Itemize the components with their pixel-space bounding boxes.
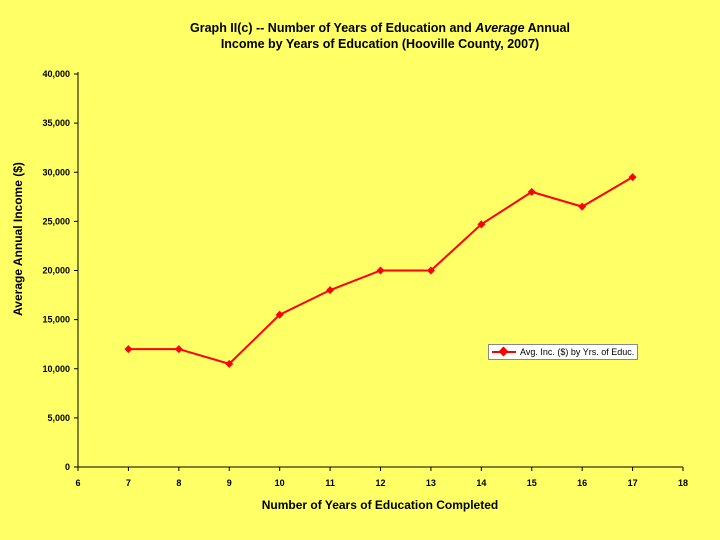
chart-title: Graph II(c) -- Number of Years of Educat… (120, 20, 640, 52)
legend-swatch (492, 347, 516, 357)
legend-label: Avg. Inc. ($) by Yrs. of Educ. (520, 347, 635, 357)
data-point (578, 202, 587, 211)
x-tick-label: 15 (527, 478, 537, 488)
chart-title-part1: Graph II(c) -- Number of Years of Educat… (190, 21, 476, 35)
y-tick-label: 35,000 (42, 118, 70, 128)
chart-title-part2: Annual (524, 21, 570, 35)
x-tick-label: 8 (176, 478, 181, 488)
y-tick-label: 0 (65, 462, 70, 472)
data-point (376, 266, 385, 275)
x-tick-label: 18 (678, 478, 688, 488)
data-point (275, 310, 284, 319)
data-point (477, 220, 486, 229)
y-tick-label: 10,000 (42, 364, 70, 374)
x-tick-label: 7 (126, 478, 131, 488)
x-tick-label: 16 (577, 478, 587, 488)
x-axis-label: Number of Years of Education Completed (261, 498, 499, 512)
y-tick-label: 40,000 (42, 69, 70, 79)
x-tick-label: 9 (227, 478, 232, 488)
data-point (426, 266, 435, 275)
x-tick-label: 10 (275, 478, 285, 488)
y-axis-label: Average Annual Income ($) (11, 162, 25, 316)
x-tick-label: 6 (75, 478, 80, 488)
data-point (326, 286, 335, 295)
chart-title-line1: Graph II(c) -- Number of Years of Educat… (120, 20, 640, 36)
data-point (124, 345, 133, 354)
y-tick-label: 25,000 (42, 216, 70, 226)
data-point (225, 359, 234, 368)
legend: Avg. Inc. ($) by Yrs. of Educ. (488, 344, 638, 360)
x-tick-label: 12 (375, 478, 385, 488)
chart-title-emphasis: Average (475, 21, 525, 35)
data-point (527, 187, 536, 196)
y-tick-label: 30,000 (42, 167, 70, 177)
y-tick-label: 5,000 (47, 413, 70, 423)
data-point (628, 173, 637, 182)
x-tick-label: 13 (426, 478, 436, 488)
data-point (174, 345, 183, 354)
y-tick-label: 15,000 (42, 315, 70, 325)
x-tick-label: 11 (325, 478, 335, 488)
y-tick-label: 20,000 (42, 266, 70, 276)
chart-title-line2: Income by Years of Education (Hooville C… (220, 37, 540, 51)
x-tick-label: 14 (476, 478, 486, 488)
x-tick-label: 17 (628, 478, 638, 488)
